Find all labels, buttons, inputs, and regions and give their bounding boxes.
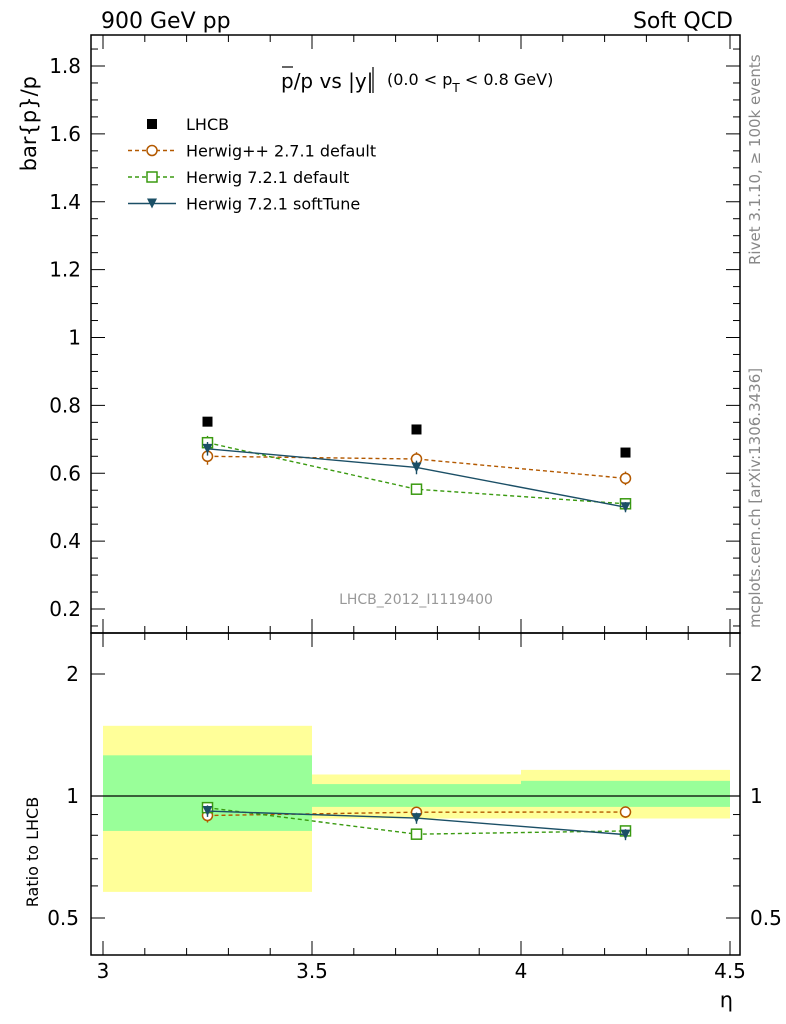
main-axis-ticks (91, 35, 740, 633)
main-y-tick-label: 0.6 (49, 461, 81, 485)
title-main: p/p vs |y| (281, 69, 373, 93)
main-series-3 (202, 442, 631, 513)
header-category-label: Soft QCD (633, 9, 733, 34)
rivet-version-label: Rivet 3.1.10, ≥ 100k events (746, 54, 764, 265)
x-tick-label: 4.5 (714, 959, 746, 983)
analysis-watermark: LHCB_2012_I1119400 (339, 592, 493, 608)
data-point (146, 171, 158, 183)
data-point (411, 424, 422, 435)
mcplots-reference-label: mcplots.cern.ch [arXiv:1306.3436] (746, 368, 764, 628)
ratio-y-tick-label-right: 1 (750, 784, 763, 808)
main-data-series (201, 416, 632, 513)
data-point (202, 443, 213, 454)
data-point (147, 119, 157, 129)
data-point (147, 198, 157, 209)
data-point (620, 502, 631, 513)
main-y-tick-labels: 0.2 0.4 0.6 0.8 1 1.2 1.4 1.6 1.8 (49, 54, 81, 621)
data-point (202, 416, 213, 427)
main-plot-panel: 0.2 0.4 0.6 0.8 1 1.2 1.4 1.6 1.8 bar{p}/p p/p v… (17, 34, 741, 634)
ratio-y-tick-labels: 0.5 0.5 1 1 2 2 (47, 662, 782, 930)
series-line (207, 442, 626, 505)
plot-title: p/p vs |y| (0.0 < pT < 0.8 GeV) (281, 66, 553, 95)
ratio-y-tick-label-right: 0.5 (750, 906, 782, 930)
x-tick-labels: 3 3.5 4 4.5 (97, 959, 746, 983)
x-tick-label: 3 (97, 959, 110, 983)
x-tick-label: 4 (515, 959, 528, 983)
main-y-tick-label: 1 (68, 326, 81, 350)
main-y-axis-label: bar{p}/p (17, 76, 41, 171)
data-point (619, 472, 632, 485)
main-y-tick-label: 0.2 (49, 597, 81, 621)
data-point (411, 813, 422, 824)
ratio-series-2 (202, 805, 631, 841)
main-y-tick-label: 1.6 (49, 122, 81, 146)
main-y-tick-label: 1.8 (49, 54, 81, 78)
ratio-y-tick-label-right: 2 (750, 662, 763, 686)
uncertainty-band-inner (521, 780, 730, 807)
main-y-tick-label: 1.4 (49, 190, 81, 214)
legend-label: Herwig 7.2.1 default (186, 168, 349, 187)
ratio-y-tick-label: 2 (66, 662, 79, 686)
data-point (619, 806, 632, 818)
ratio-data-series (201, 801, 632, 841)
main-y-tick-label: 0.8 (49, 393, 81, 417)
ratio-axis-ticks (91, 633, 740, 955)
ratio-y-tick-label: 0.5 (47, 906, 79, 930)
main-series-0 (202, 416, 631, 458)
x-axis-label: η (720, 988, 733, 1012)
main-y-tick-label: 1.2 (49, 258, 81, 282)
data-point (146, 144, 158, 157)
data-point (410, 828, 423, 840)
data-point (411, 462, 422, 473)
title-subtitle: (0.0 < pT < 0.8 GeV) (387, 70, 553, 95)
legend-label: LHCB (186, 115, 229, 134)
ratio-plot-panel: 0.5 0.5 1 1 2 2 Ratio to LHCB 3 3.5 4 4.5 η (23, 632, 782, 1012)
legend: LHCB Herwig++ 2.7.1 default Herwig 7.2.1 d… (128, 115, 376, 214)
data-point (410, 483, 423, 495)
data-point (620, 447, 631, 458)
data-point (620, 829, 631, 840)
ratio-y-axis-label: Ratio to LHCB (23, 797, 42, 907)
header-collision-label: 900 GeV pp (101, 9, 231, 34)
ratio-plot-frame (90, 632, 741, 956)
main-y-tick-label: 0.4 (49, 529, 81, 553)
legend-label: Herwig++ 2.7.1 default (186, 142, 376, 161)
legend-label: Herwig 7.2.1 softTune (186, 195, 360, 214)
x-tick-label: 3.5 (296, 959, 328, 983)
ratio-y-tick-label: 1 (66, 784, 79, 808)
data-point (202, 806, 213, 817)
